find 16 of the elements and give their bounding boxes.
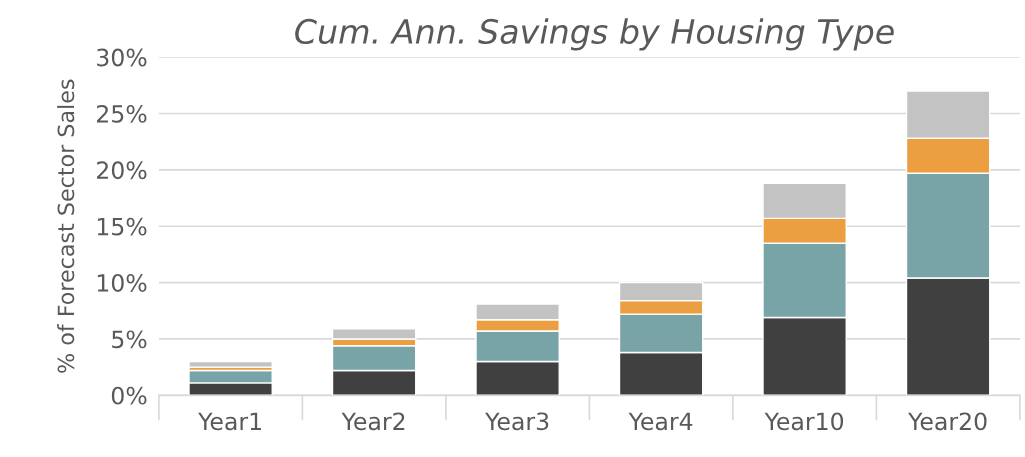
y-tick-label: 15% [97,217,147,236]
chart-title: Cum. Ann. Savings by Housing Type [295,18,894,51]
x-tick-label: Year1 [198,412,261,431]
y-tick-label: 20% [97,161,147,180]
y-tick-label: 5% [112,330,147,349]
y-tick-label: 10% [97,274,147,292]
x-tick-label: Year10 [764,412,844,431]
y-tick-label: 0% [111,386,147,405]
y-tick-label: 25% [97,104,147,123]
bar [188,360,273,368]
y-tick-label: 30% [97,48,147,67]
x-tick-label: Year20 [908,412,987,431]
x-tick-label: Year3 [485,412,549,431]
x-tick-label: Year4 [628,412,693,431]
x-tick-label: Year2 [341,412,405,431]
y-axis-title: % of Forecast Sector Sales [57,79,75,373]
